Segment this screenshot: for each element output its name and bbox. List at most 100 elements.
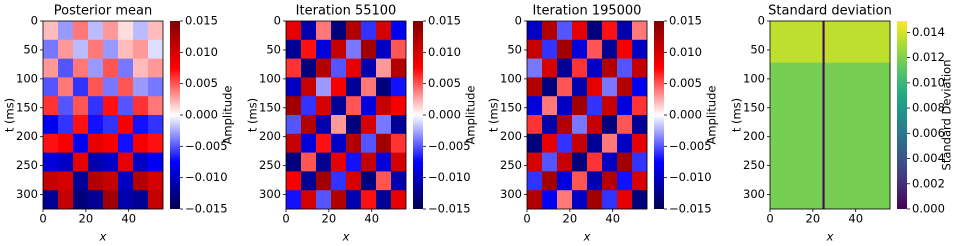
y-tick-label: 300	[500, 187, 522, 201]
heatmap-cell	[542, 152, 558, 172]
y-tick-label: 100	[16, 71, 38, 85]
heatmap-cell	[391, 58, 407, 78]
x-tick-label: 0	[766, 212, 773, 226]
heatmap-cell	[617, 58, 633, 78]
heatmap-cell	[587, 133, 603, 153]
colorbar-tick-label: 0.010	[912, 75, 945, 89]
heatmap-cell	[88, 133, 104, 153]
heatmap-cell	[133, 171, 149, 191]
heatmap-cell	[346, 133, 362, 153]
heatmap-cell	[148, 115, 164, 135]
heatmap-cell	[103, 133, 119, 153]
heatmap-cell	[632, 171, 648, 191]
heatmap-cell	[527, 96, 543, 116]
heatmap-cell	[58, 58, 74, 78]
colorbar-tick-label: 0.005	[185, 76, 218, 90]
heatmap-cell	[361, 58, 377, 78]
colorbar-tick-label: −0.005	[669, 139, 712, 153]
y-tick-label: 150	[259, 100, 281, 114]
heatmap-cell	[133, 115, 149, 135]
plot-frame	[42, 20, 164, 210]
heatmap-cell	[301, 190, 317, 210]
heatmap-cell	[542, 21, 558, 41]
colorbar-tick-label: 0.010	[185, 45, 218, 59]
x-tick-label: 40	[605, 212, 620, 226]
heatmap-cell	[587, 77, 603, 97]
heatmap-cell	[376, 58, 392, 78]
heatmap-cell	[587, 115, 603, 135]
heatmap-cell	[286, 190, 302, 210]
y-tick-label: 50	[266, 42, 281, 56]
heatmap-cell	[632, 190, 648, 210]
plot-frame	[285, 20, 407, 210]
heatmap-cell	[557, 171, 573, 191]
heatmap-cell	[572, 115, 588, 135]
heatmap-cell	[391, 190, 407, 210]
heatmap-cell	[58, 96, 74, 116]
y-tick-label: 0	[758, 14, 765, 28]
heatmap-cell	[527, 21, 543, 41]
heatmap-cell	[391, 77, 407, 97]
heatmap-cell	[58, 39, 74, 59]
heatmap-cell	[316, 133, 332, 153]
heatmap-cell	[103, 171, 119, 191]
heatmap-cell	[617, 190, 633, 210]
heatmap-cell	[103, 77, 119, 97]
y-tick-label: 150	[16, 100, 38, 114]
heatmap-cell	[148, 39, 164, 59]
y-tick-label: 250	[500, 158, 522, 172]
heatmap-cell	[527, 58, 543, 78]
heatmap-cell	[542, 77, 558, 97]
heatmap-cell	[824, 21, 891, 63]
heatmap-cell	[542, 96, 558, 116]
heatmap-cell	[118, 96, 134, 116]
heatmap-cell	[572, 21, 588, 41]
y-axis-label: t (ms)	[246, 98, 260, 132]
heatmap-cell	[346, 171, 362, 191]
heatmap-cell	[346, 152, 362, 172]
heatmap-cell	[587, 58, 603, 78]
y-tick-label: 250	[259, 158, 281, 172]
heatmap-cell	[58, 77, 74, 97]
heatmap-cell	[542, 39, 558, 59]
heatmap-cell	[43, 133, 59, 153]
heatmap-cell	[133, 190, 149, 210]
colorbar-tick-label: 0.010	[428, 45, 461, 59]
colorbar	[413, 21, 423, 209]
heatmap-cell	[587, 152, 603, 172]
y-tick-label: 250	[16, 158, 38, 172]
heatmap-cell	[602, 77, 618, 97]
heatmap-cell	[316, 77, 332, 97]
heatmap-cell	[572, 77, 588, 97]
heatmap-cell	[286, 171, 302, 191]
heatmap-cell	[617, 39, 633, 59]
heatmap-cell	[527, 190, 543, 210]
heatmap-cell	[361, 96, 377, 116]
heatmap-cell	[361, 190, 377, 210]
heatmap-cell	[361, 171, 377, 191]
heatmap-cell	[88, 96, 104, 116]
colorbar-tick-label: 0.015	[428, 14, 461, 28]
colorbar-tick-label: −0.005	[185, 139, 228, 153]
heatmap-cell	[88, 115, 104, 135]
y-tick-label: 300	[743, 187, 765, 201]
heatmap-cell	[286, 133, 302, 153]
heatmap-cell	[118, 171, 134, 191]
heatmap-cell	[118, 21, 134, 41]
colorbar-tick-label: 0.005	[428, 76, 461, 90]
heatmap-cell	[527, 115, 543, 135]
heatmap-cell	[88, 171, 104, 191]
colorbar-tick-label: 0.000	[185, 108, 218, 122]
heatmap-cell	[133, 133, 149, 153]
colorbar-tick-label: −0.015	[185, 202, 228, 216]
heatmap-cell	[73, 39, 89, 59]
heatmap-cell	[361, 21, 377, 41]
heatmap-cell	[376, 96, 392, 116]
heatmap-cell	[133, 58, 149, 78]
heatmap-cell	[118, 133, 134, 153]
heatmap-cell	[632, 21, 648, 41]
heatmap-cell	[602, 21, 618, 41]
panel: Posterior mean 0 20 40 0 50 100 150 200 250 300 x t …	[3, 4, 235, 244]
heatmap-cell	[361, 133, 377, 153]
heatmap-cell	[391, 96, 407, 116]
